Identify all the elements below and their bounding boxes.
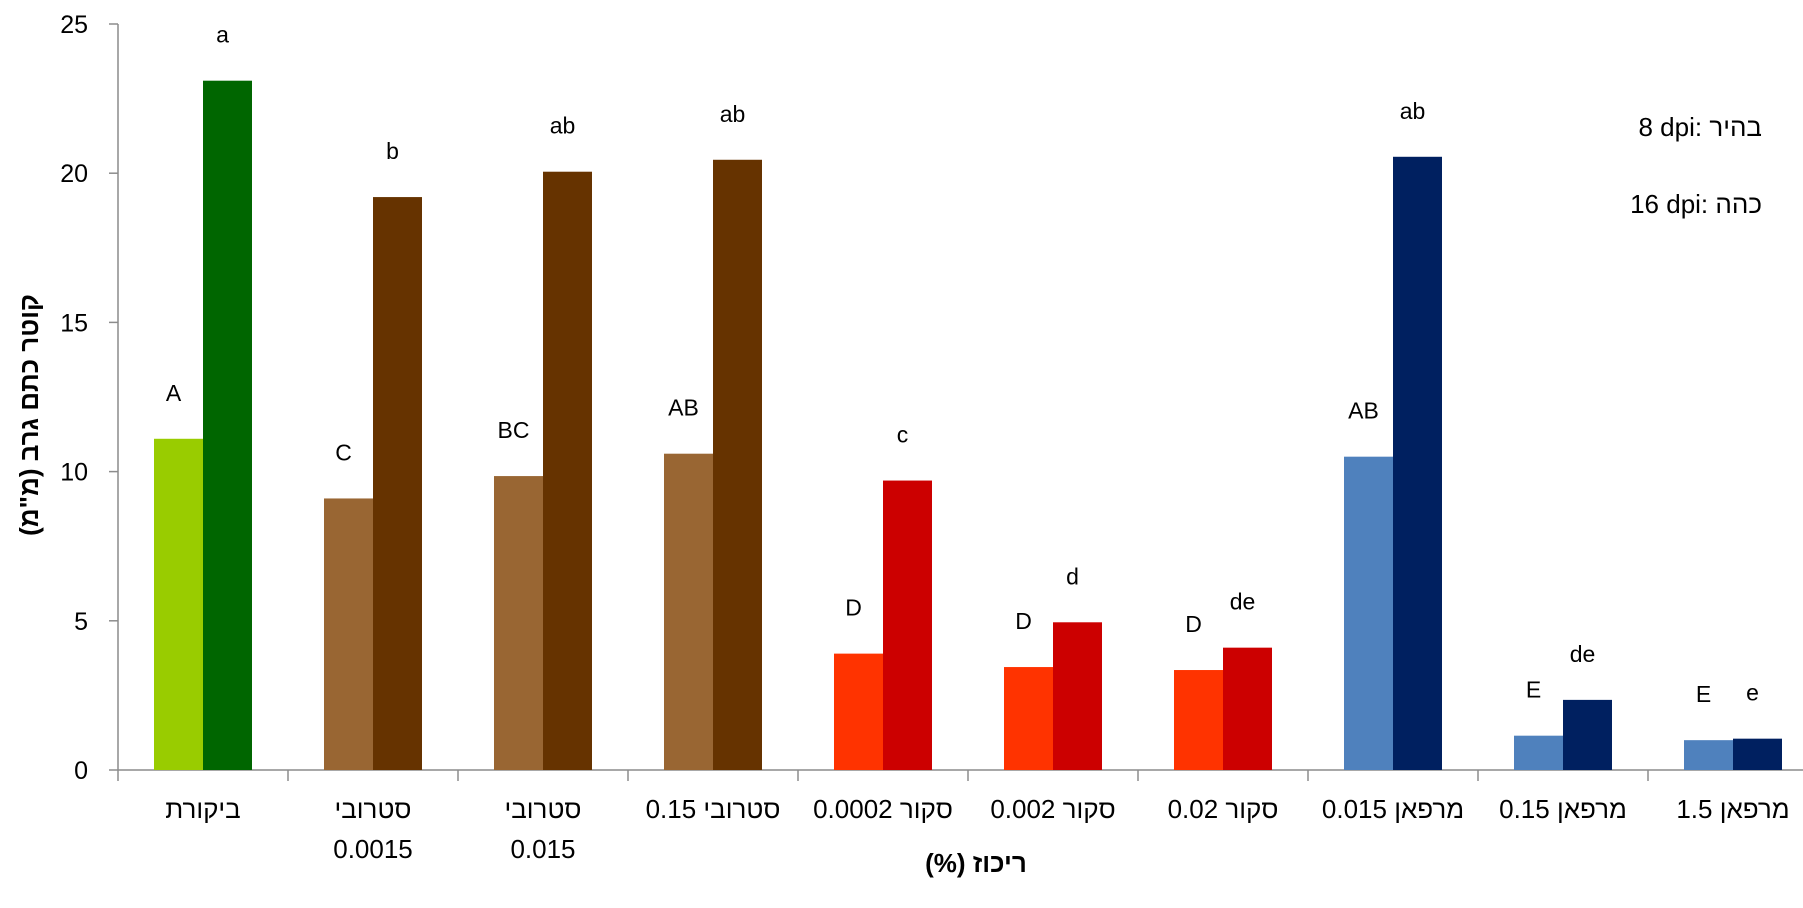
y-tick-label: 25 xyxy=(60,11,88,39)
category-label-9: מרפאן 0.15 xyxy=(1499,794,1627,824)
bar-series1-cat9 xyxy=(1514,735,1563,770)
bar-series2-cat5 xyxy=(883,480,932,770)
category-label-4: סטרובי 0.15 xyxy=(646,794,781,824)
bar-series1-cat8 xyxy=(1344,456,1393,770)
bar-letter-series2-cat8: ab xyxy=(1400,98,1426,124)
bar-letter-series1-cat2: C xyxy=(335,439,352,465)
bar-series1-cat6 xyxy=(1004,667,1053,770)
bar-series1-cat2 xyxy=(324,498,373,770)
bar-letter-series1-cat6: D xyxy=(1015,608,1032,634)
bar-letter-series2-cat1: a xyxy=(216,22,229,48)
bar-series1-cat4 xyxy=(664,453,713,770)
legend: 8 dpi: בהיר 16 dpi: כהה xyxy=(1630,112,1762,219)
legend-entry-light: 8 dpi: בהיר xyxy=(1638,112,1762,142)
bar-series1-cat7 xyxy=(1174,670,1223,770)
bar-letter-series1-cat9: E xyxy=(1526,677,1541,703)
category-label-3: סטרובי xyxy=(505,794,582,824)
y-tick-label: 20 xyxy=(60,160,88,188)
category-label-6: סקור 0.002 xyxy=(990,794,1115,824)
bars xyxy=(154,80,1782,771)
category-labels: ביקורת סטרובי 0.0015 סטרובי 0.015 סטרובי 0.15… xyxy=(165,794,1789,864)
y-tick-label: 15 xyxy=(60,309,88,337)
category-label-1: ביקורת xyxy=(165,794,240,824)
bar-series2-cat2 xyxy=(373,197,422,770)
bar-letter-series2-cat10: e xyxy=(1746,680,1759,706)
bar-series1-cat10 xyxy=(1684,740,1733,770)
bar-series2-cat6 xyxy=(1053,622,1102,770)
bar-letter-series2-cat6: d xyxy=(1066,563,1079,589)
category-label-2: סטרובי xyxy=(335,794,412,824)
category-label-10: מרפאן 1.5 xyxy=(1676,794,1789,824)
bar-letter-series1-cat7: D xyxy=(1185,611,1202,637)
category-label-7: סקור 0.02 xyxy=(1168,794,1279,824)
category-label-8: מרפאן 0.015 xyxy=(1322,794,1464,824)
category-label-3: 0.015 xyxy=(510,834,575,864)
y-tick-label: 0 xyxy=(74,757,88,785)
y-axis-title: קוטר כתם גרב (מ"מ) xyxy=(14,294,44,536)
bar-series2-cat1 xyxy=(203,80,252,771)
bar-series2-cat4 xyxy=(713,159,762,771)
bar-letter-series1-cat8: AB xyxy=(1348,398,1379,424)
legend-entry-dark: 16 dpi: כהה xyxy=(1630,189,1762,219)
bar-series2-cat9 xyxy=(1563,699,1612,770)
y-tick-label: 5 xyxy=(74,608,88,636)
bar-letter-series2-cat4: ab xyxy=(720,101,746,127)
bar-letter-series2-cat9: de xyxy=(1570,641,1596,667)
bar-series1-cat3 xyxy=(494,476,543,770)
bar-letter-series1-cat4: AB xyxy=(668,395,699,421)
bar-series1-cat1 xyxy=(154,438,203,770)
bar-series2-cat10 xyxy=(1733,738,1782,770)
tick-labels: 0 5 10 15 20 25 xyxy=(60,11,88,785)
bar-series2-cat7 xyxy=(1223,647,1272,770)
bar-letter-series1-cat5: D xyxy=(845,595,862,621)
bar-series2-cat3 xyxy=(543,171,592,770)
bar-letter-series2-cat2: b xyxy=(386,138,399,164)
bar-series1-cat5 xyxy=(834,653,883,770)
bar-letter-series2-cat3: ab xyxy=(550,113,576,139)
category-label-2: 0.0015 xyxy=(333,834,413,864)
bar-letter-series1-cat10: E xyxy=(1696,681,1711,707)
bar-letter-series1-cat1: A xyxy=(166,380,182,406)
category-label-5: סקור 0.0002 xyxy=(813,794,953,824)
bar-letter-series2-cat5: c xyxy=(897,422,909,448)
x-axis-title: ריכוז (%) xyxy=(925,848,1027,878)
bar-letter-series2-cat7: de xyxy=(1230,589,1256,615)
bar-letter-series1-cat3: BC xyxy=(498,417,530,443)
bar-series2-cat8 xyxy=(1393,156,1442,771)
y-tick-label: 10 xyxy=(60,459,88,487)
